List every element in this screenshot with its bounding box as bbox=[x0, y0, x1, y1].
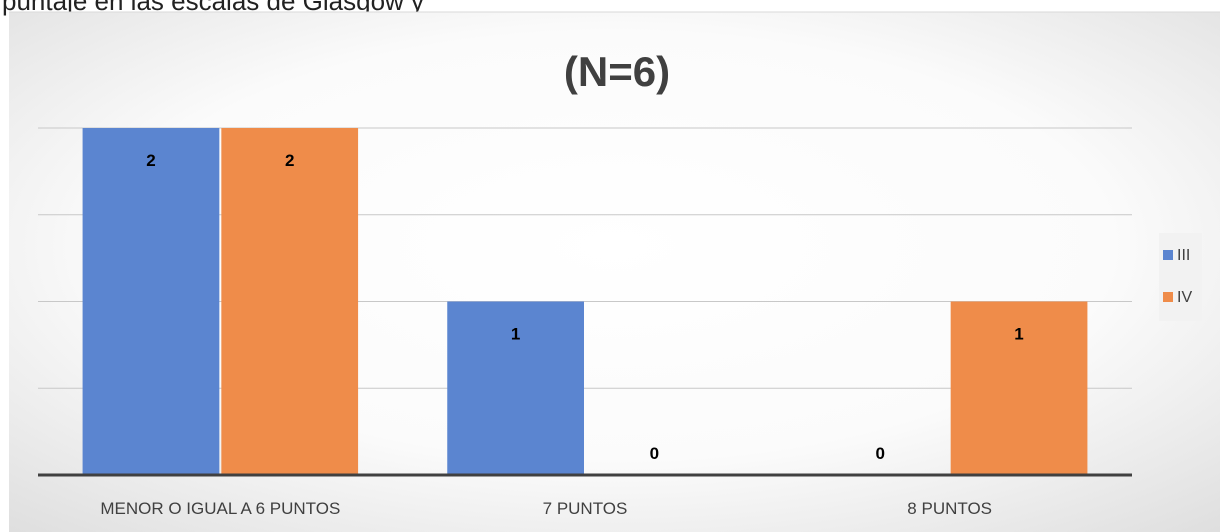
data-label-iii-2: 1 bbox=[511, 325, 520, 344]
category-label: MENOR O IGUAL A 6 PUNTOS bbox=[100, 499, 340, 518]
data-label-iv-1: 2 bbox=[285, 151, 294, 170]
data-label-iv-3: 1 bbox=[1014, 325, 1023, 344]
data-label-iii-3: 0 bbox=[876, 444, 885, 463]
chart-title: (N=6) bbox=[564, 48, 670, 95]
bars bbox=[82, 128, 1088, 475]
legend-swatch-iii bbox=[1163, 250, 1173, 260]
category-label: 8 PUNTOS bbox=[907, 499, 992, 518]
gridlines bbox=[38, 127, 1132, 389]
bar-iii-2 bbox=[447, 301, 584, 475]
data-label-iii-1: 2 bbox=[146, 151, 155, 170]
legend: III IV bbox=[1159, 233, 1202, 321]
legend-label-iii: III bbox=[1177, 247, 1190, 264]
category-axis-labels: MENOR O IGUAL A 6 PUNTOS 7 PUNTOS 8 PUNTOS bbox=[100, 499, 992, 518]
bar-iv-3 bbox=[950, 301, 1088, 475]
data-label-iv-2: 0 bbox=[650, 444, 659, 463]
data-labels: 2 2 1 0 0 1 bbox=[146, 151, 1024, 463]
bar-iii-1 bbox=[82, 128, 220, 475]
legend-swatch-iv bbox=[1163, 292, 1173, 302]
bar-iv-1 bbox=[221, 128, 359, 475]
legend-box bbox=[1159, 233, 1202, 321]
legend-label-iv: IV bbox=[1177, 289, 1192, 306]
category-label: 7 PUNTOS bbox=[543, 499, 628, 518]
